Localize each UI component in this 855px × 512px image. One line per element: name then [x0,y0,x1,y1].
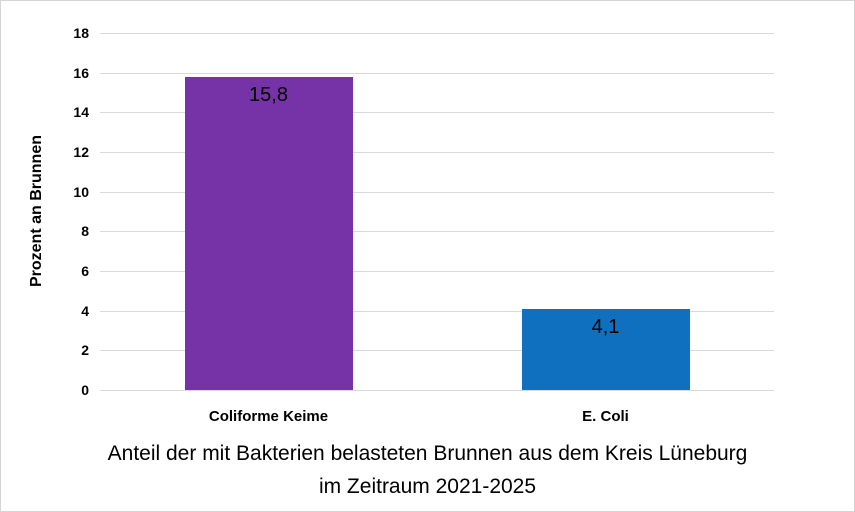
gridline [100,271,774,272]
y-axis-title-text: Prozent an Brunnen [28,134,45,288]
bar-coliforme-keime: 15,8 [184,76,353,390]
category-label: E. Coli [582,408,629,425]
bar-value-label: 4,1 [591,315,620,338]
gridline [100,152,774,153]
y-tick-label: 10 [73,183,89,200]
y-tick-label: 4 [81,302,89,319]
gridline [100,390,774,391]
y-tick-label: 2 [81,342,89,359]
y-tick-label: 14 [73,104,89,121]
y-tick-label: 8 [81,223,89,240]
chart-title: Anteil der mit Bakterien belasteten Brun… [1,437,854,503]
y-tick-label: 12 [73,144,89,160]
bar-value-label: 15,8 [249,83,288,106]
y-tick-label: 16 [73,64,89,81]
gridline [100,33,774,34]
category-label: Coliforme Keime [208,408,329,425]
chart-title-text: Anteil der mit Bakterien belasteten Brun… [107,442,748,498]
y-tick-label: 18 [73,25,89,41]
gridline [100,191,774,193]
y-tick-label: 0 [81,382,89,398]
gridline [100,310,774,312]
bar-e-coli: 4,1 [521,308,690,390]
gridline [100,112,774,114]
gridline [100,231,774,233]
gridline [100,350,774,352]
y-tick-label: 6 [81,263,89,279]
gridline [100,72,774,74]
